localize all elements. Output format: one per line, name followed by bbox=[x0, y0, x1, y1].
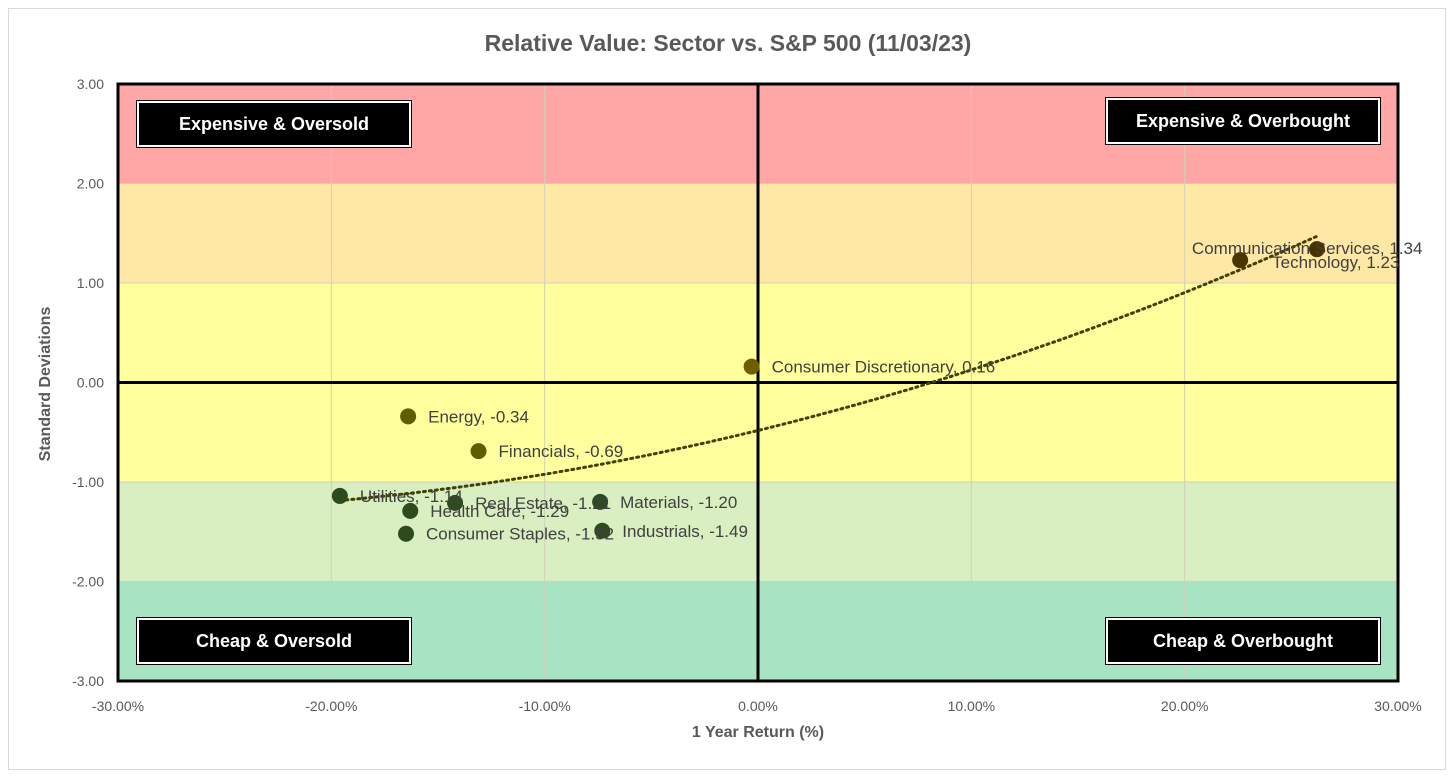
quadrant-label-bottom-left: Cheap & Oversold bbox=[136, 617, 412, 665]
data-label: Health Care, -1.29 bbox=[430, 502, 569, 521]
y-tick-label: -3.00 bbox=[72, 673, 104, 689]
x-tick-label: -30.00% bbox=[92, 698, 144, 714]
x-tick-label: -10.00% bbox=[519, 698, 571, 714]
trendline bbox=[338, 234, 1319, 502]
chart-title: Relative Value: Sector vs. S&P 500 (11/0… bbox=[484, 30, 972, 56]
data-label: Consumer Staples, -1.52 bbox=[426, 525, 614, 544]
data-point bbox=[594, 522, 611, 539]
y-tick-label: -2.00 bbox=[72, 574, 104, 590]
y-tick-label: 1.00 bbox=[77, 275, 104, 291]
data-label: Communication Services, 1.34 bbox=[1192, 239, 1423, 258]
data-point bbox=[1308, 241, 1325, 258]
x-tick-label: 20.00% bbox=[1161, 698, 1208, 714]
data-point bbox=[400, 408, 417, 425]
quadrant-label-top-right: Expensive & Overbought bbox=[1105, 97, 1381, 145]
quadrant-label-top-left: Expensive & Oversold bbox=[136, 100, 412, 148]
x-axis-label: 1 Year Return (%) bbox=[691, 724, 825, 741]
data-point bbox=[470, 443, 487, 460]
data-label: Real Estate, -1.21 bbox=[475, 494, 611, 513]
x-tick-label: 10.00% bbox=[948, 698, 995, 714]
data-point bbox=[331, 487, 348, 504]
data-label: Consumer Discretionary, 0.16 bbox=[772, 358, 996, 377]
data-label: Utilities, -1.14 bbox=[360, 487, 463, 506]
data-point bbox=[1232, 252, 1249, 269]
data-point bbox=[447, 494, 464, 511]
data-label: Materials, -1.20 bbox=[620, 493, 737, 512]
data-label: Energy, -0.34 bbox=[428, 407, 529, 426]
data-point bbox=[592, 493, 609, 510]
data-point bbox=[398, 525, 414, 542]
data-label: Financials, -0.69 bbox=[499, 442, 624, 461]
x-tick-label: -20.00% bbox=[305, 698, 357, 714]
x-tick-label: 0.00% bbox=[738, 698, 778, 714]
data-label: Industrials, -1.49 bbox=[622, 522, 748, 541]
data-label: Technology, 1.23 bbox=[1272, 253, 1399, 272]
y-tick-label: 2.00 bbox=[77, 176, 104, 192]
x-tick-label: 30.00% bbox=[1374, 698, 1421, 714]
y-tick-label: 0.00 bbox=[77, 375, 104, 391]
data-point bbox=[402, 502, 419, 519]
y-tick-label: 3.00 bbox=[77, 76, 104, 92]
data-point bbox=[743, 358, 760, 375]
y-tick-label: -1.00 bbox=[72, 474, 104, 490]
quadrant-label-bottom-right: Cheap & Overbought bbox=[1105, 617, 1381, 665]
